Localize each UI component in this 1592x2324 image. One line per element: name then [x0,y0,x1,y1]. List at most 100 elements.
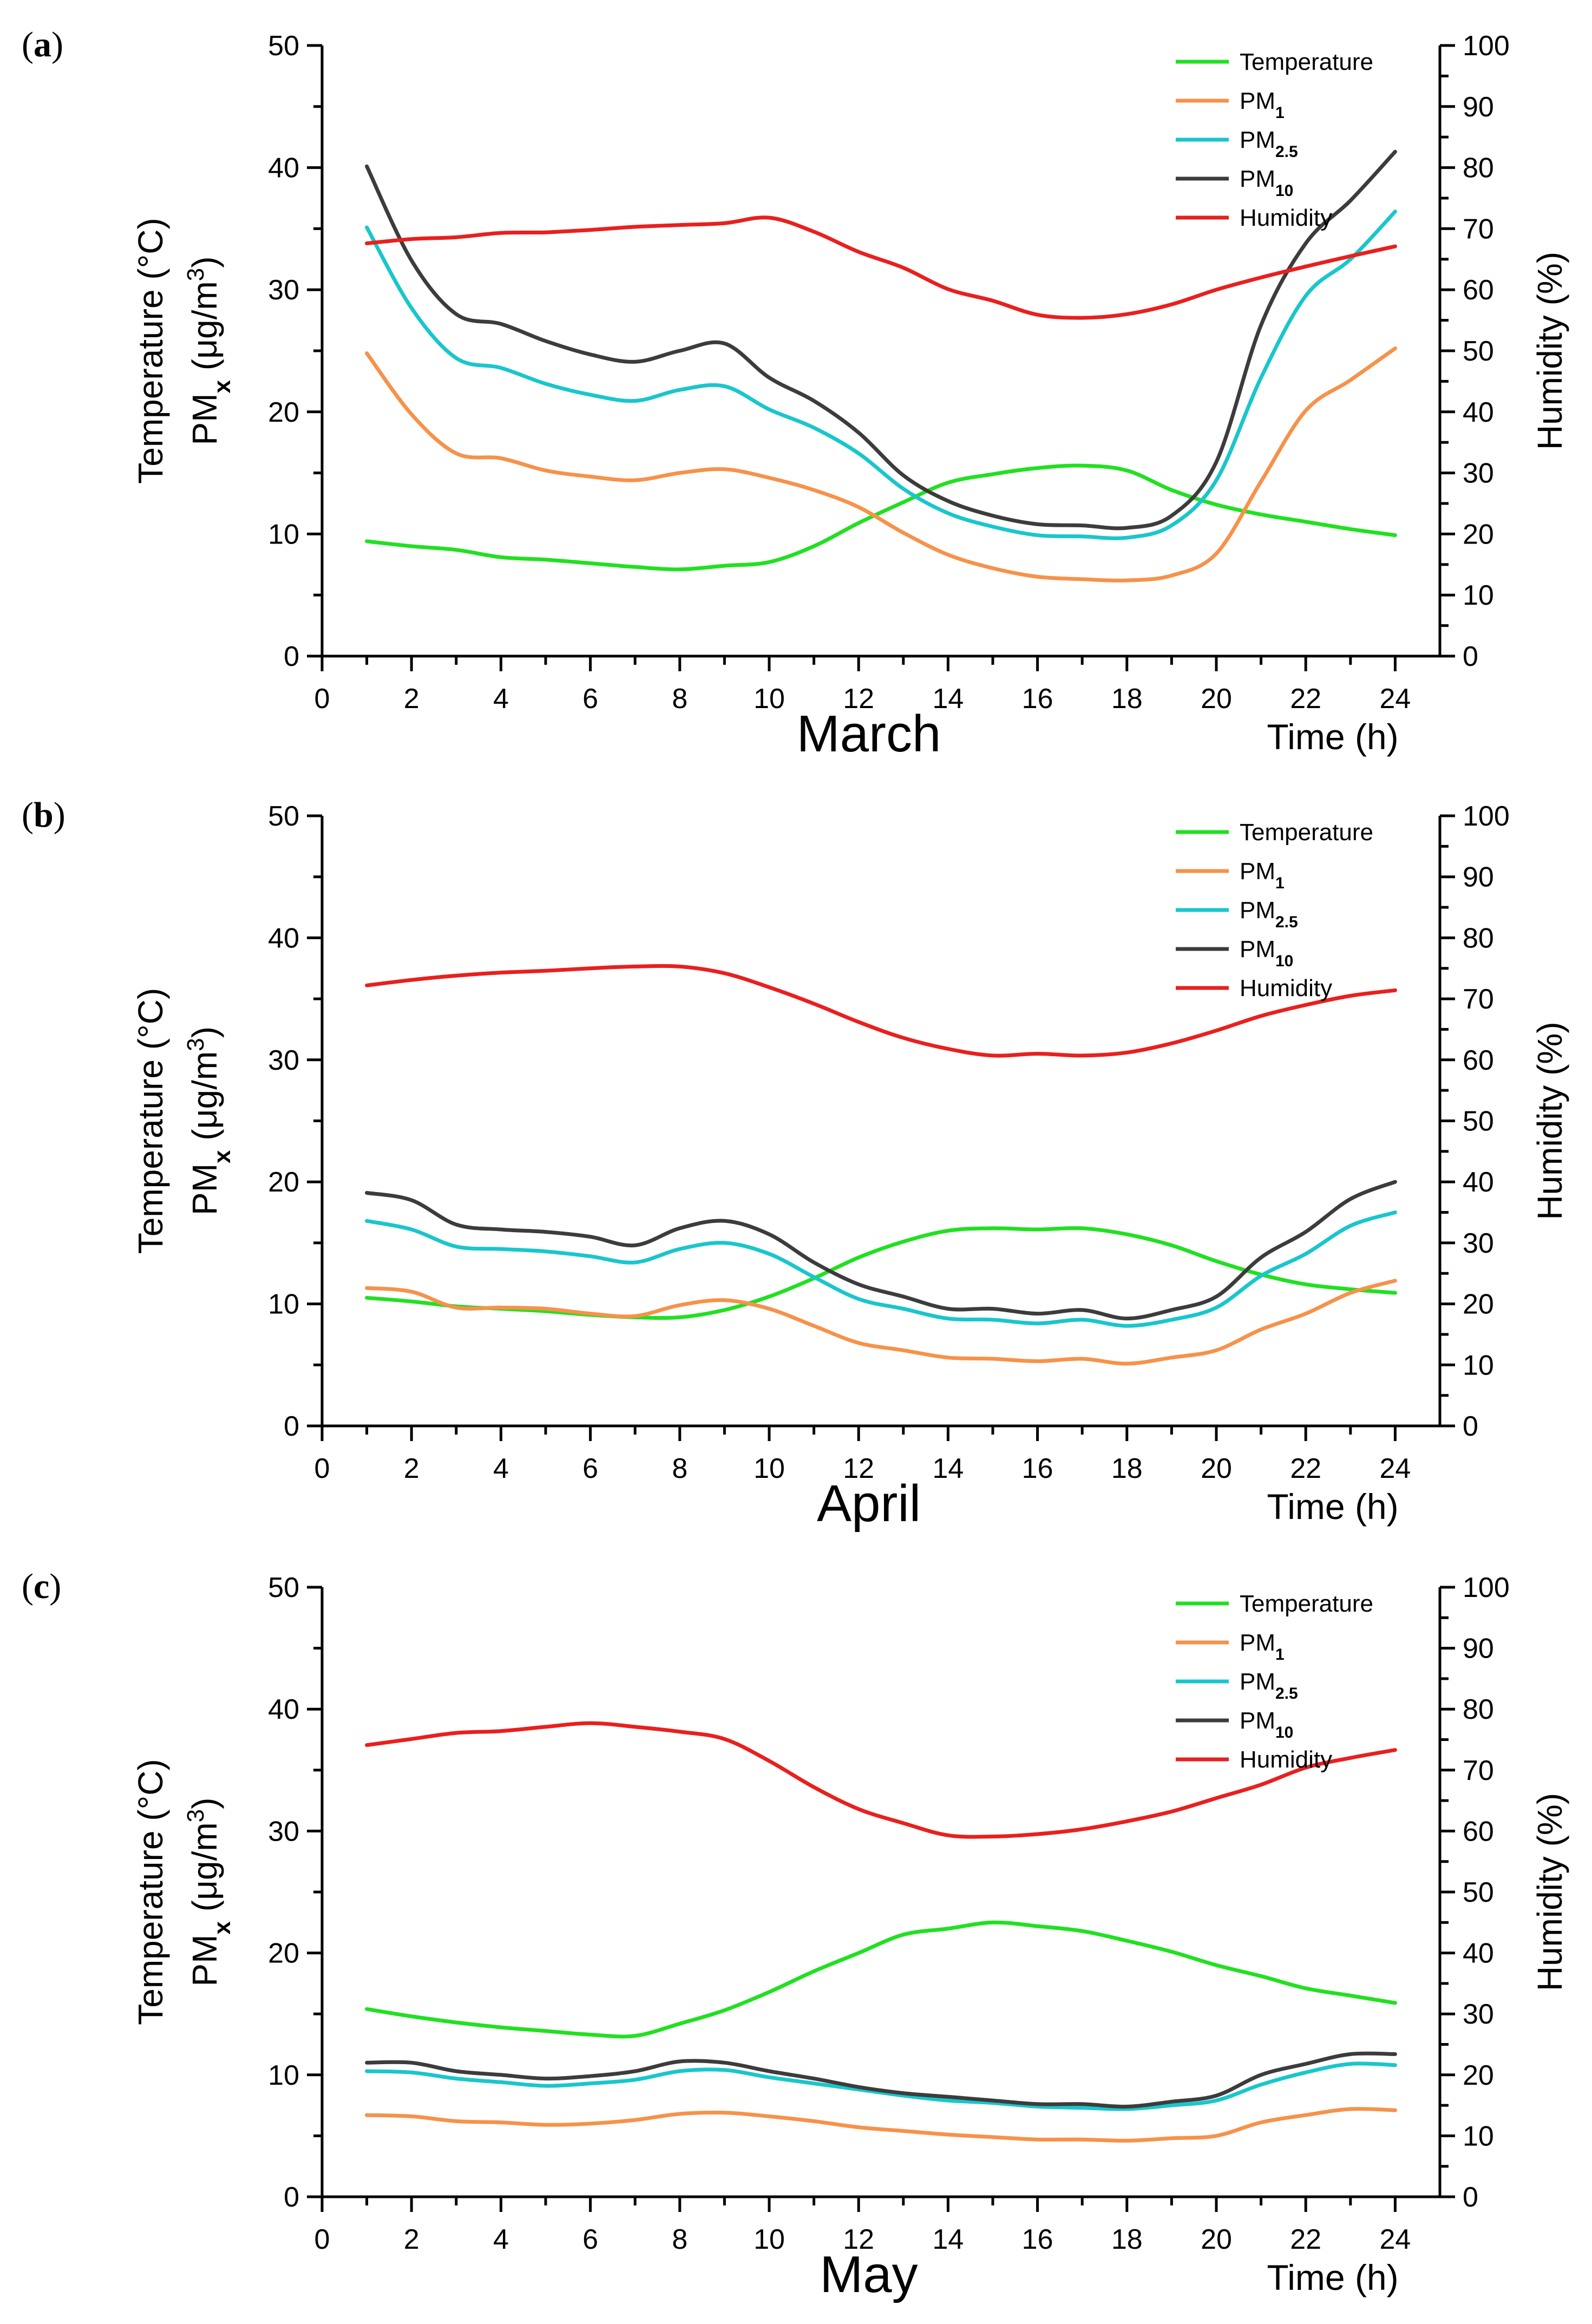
y-left-tick-label: 30 [268,1045,299,1076]
series-line-pm25 [365,1210,1397,1328]
y-right-tick-label: 50 [1463,336,1494,367]
y-left-axis-title-pm: PMx (μg/m3) [182,257,235,446]
y-right-tick-label: 70 [1463,1755,1494,1786]
month-label: May [820,2246,918,2303]
x-tick-label: 22 [1290,683,1321,715]
x-tick-label: 4 [493,1453,509,1484]
legend-label-pm1: PM1 [1240,88,1285,122]
y-right-tick-label: 60 [1463,274,1494,306]
y-left-tick-label: 10 [268,2060,299,2091]
y-left-axis-title: Temperature (°C) [131,988,170,1254]
y-left-axis-title: Temperature (°C) [131,1759,170,2025]
panel-letter: (a) [22,25,63,64]
x-tick-label: 18 [1111,1453,1143,1484]
series-line-pm10 [365,149,1397,531]
y-right-tick-label: 50 [1463,1877,1494,1908]
x-tick-label: 0 [315,683,330,715]
series-group [365,964,1397,1366]
x-tick-label: 14 [932,683,964,715]
x-tick-label: 6 [582,2224,598,2255]
x-tick-label: 2 [404,1453,420,1484]
x-tick-label: 4 [493,683,509,715]
y-right-tick-label: 40 [1463,397,1494,428]
x-tick-label: 14 [932,2224,964,2255]
y-left-tick-label: 20 [268,397,299,428]
x-tick-label: 0 [315,1453,330,1484]
month-label: April [817,1475,921,1533]
series-line-temperature [365,1226,1397,1320]
panel-letter: (c) [22,1567,61,1606]
y-right-tick-label: 60 [1463,1045,1494,1076]
y-right-tick-label: 90 [1463,91,1494,123]
x-tick-label: 16 [1022,2224,1053,2255]
y-left-tick-label: 0 [284,2182,299,2213]
chart-panel-b: (b)0 2 4 6 8 10 12 14 16 18 20 22 240102030405001020… [22,795,1569,1533]
y-right-tick-label: 30 [1463,1999,1494,2030]
y-right-axis-title: Humidity (%) [1530,1022,1569,1220]
x-tick-label: 24 [1379,1453,1411,1484]
legend-label-temperature: Temperature [1240,49,1373,75]
series-line-temperature [365,463,1397,572]
legend: Temperature PM1 PM2.5 PM10 Humidity [1176,819,1373,1001]
x-tick-label: 6 [582,683,598,715]
y-left-tick-label: 20 [268,1167,299,1198]
legend-label-pm25: PM2.5 [1240,897,1298,931]
y-left-tick-label: 10 [268,1289,299,1320]
series-line-pm1 [365,1279,1397,1366]
x-tick-label: 24 [1379,683,1411,715]
x-tick-label: 2 [404,2224,420,2255]
legend-label-pm10: PM10 [1240,936,1293,970]
x-tick-label: 12 [843,1453,874,1484]
y-right-axis-title: Humidity (%) [1530,1793,1569,1991]
x-tick-label: 24 [1379,2224,1411,2255]
x-tick-label: 10 [754,1453,785,1484]
y-left-tick-label: 40 [268,1694,299,1725]
y-left-tick-label: 50 [268,1572,299,1603]
x-tick-label: 16 [1022,1453,1053,1484]
series-line-pm25 [365,2061,1397,2111]
legend-label-humidity: Humidity [1240,1746,1332,1773]
legend-label-pm10: PM10 [1240,1707,1293,1742]
legend: Temperature PM1 PM2.5 PM10 Humidity [1176,49,1373,231]
y-left-axis-title-pm: PMx (μg/m3) [182,1026,235,1215]
x-tick-label: 8 [672,683,687,715]
y-left-tick-label: 0 [284,1411,299,1442]
y-right-tick-label: 100 [1463,30,1510,62]
y-left-tick-label: 40 [268,922,299,954]
x-tick-label: 8 [672,2224,687,2255]
x-tick-label: 10 [754,2224,785,2255]
y-right-tick-label: 50 [1463,1106,1494,1137]
x-tick-label: 14 [932,1453,964,1484]
legend-label-pm1: PM1 [1240,858,1285,892]
y-right-tick-label: 40 [1463,1938,1494,1969]
y-left-tick-label: 50 [268,801,299,832]
x-tick-label: 4 [493,2224,509,2255]
y-left-axis-title: Temperature (°C) [131,218,170,484]
series-line-pm1 [365,346,1397,582]
series-line-humidity [365,215,1397,320]
y-left-tick-label: 0 [284,641,299,672]
x-axis-title: Time (h) [1267,717,1398,757]
x-tick-label: 0 [315,2224,330,2255]
y-left-tick-label: 50 [268,30,299,62]
legend-label-temperature: Temperature [1240,1590,1373,1617]
y-right-tick-label: 100 [1463,1572,1510,1603]
x-tick-label: 20 [1201,2224,1232,2255]
x-tick-label: 12 [843,2224,874,2255]
x-axis-title: Time (h) [1267,1487,1398,1527]
x-axis-title: Time (h) [1267,2257,1398,2297]
y-right-tick-label: 30 [1463,1228,1494,1259]
y-right-tick-label: 80 [1463,153,1494,184]
y-right-tick-label: 30 [1463,458,1494,489]
series-line-pm10 [365,1180,1397,1321]
y-right-tick-label: 40 [1463,1167,1494,1198]
series-group [365,1721,1397,2143]
x-tick-label: 20 [1201,1453,1232,1484]
series-line-humidity [365,1721,1397,1839]
y-right-tick-label: 20 [1463,519,1494,550]
x-tick-label: 22 [1290,2224,1321,2255]
series-group [365,149,1397,582]
x-tick-label: 20 [1201,683,1232,715]
legend-label-pm25: PM2.5 [1240,1668,1298,1703]
